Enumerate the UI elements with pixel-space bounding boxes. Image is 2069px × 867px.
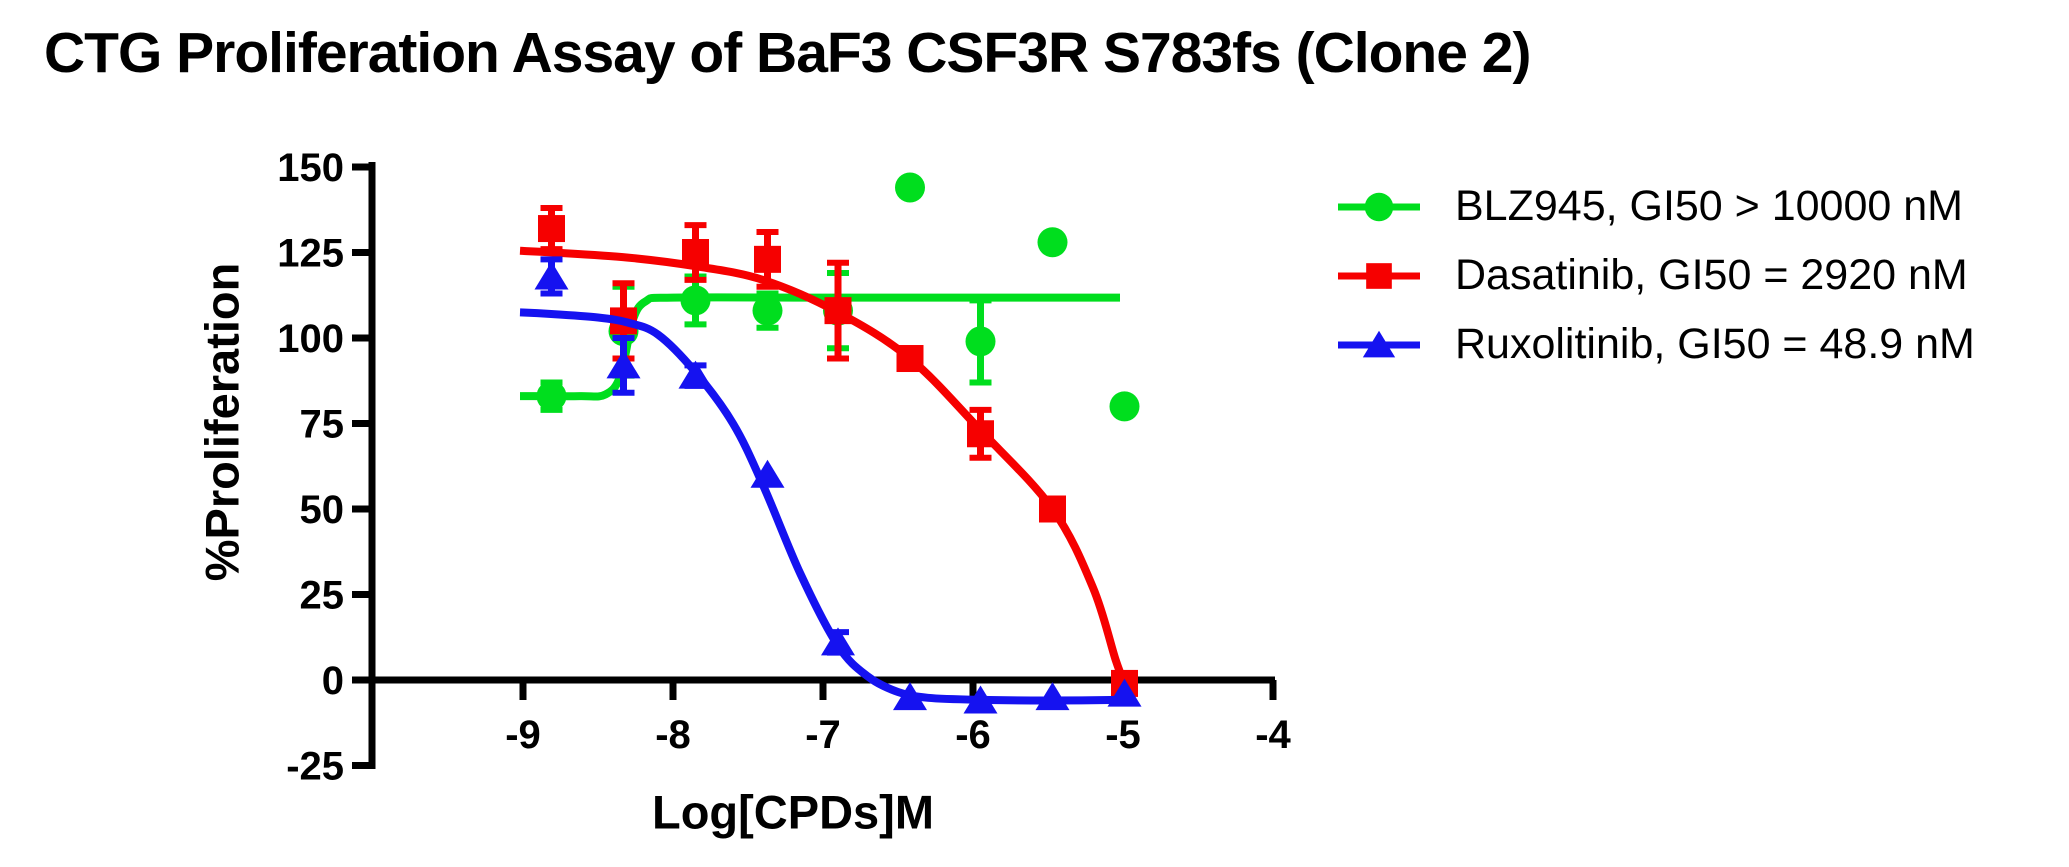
legend-marker-triangle-glyph bbox=[1338, 330, 1420, 357]
legend-marker-circle-icon bbox=[1335, 183, 1423, 231]
legend-marker-square-glyph bbox=[1338, 262, 1420, 289]
legend-marker-shape bbox=[1366, 262, 1392, 289]
x-tick-label: -6 bbox=[955, 713, 991, 757]
series-blz945-point bbox=[1037, 227, 1068, 258]
series-dasatinib-point bbox=[967, 420, 994, 448]
legend-label: Ruxolitinib, GI50 = 48.9 nM bbox=[1455, 320, 1975, 368]
y-tick-label: -25 bbox=[286, 745, 344, 789]
series-dasatinib-point bbox=[682, 239, 709, 266]
series-dasatinib-point bbox=[824, 297, 852, 325]
legend-marker-shape bbox=[1362, 330, 1396, 357]
legend-label: Dasatinib, GI50 = 2920 nM bbox=[1455, 251, 1968, 299]
series-dasatinib-fit-curve bbox=[519, 246, 1129, 685]
y-tick-label: 150 bbox=[277, 146, 344, 190]
x-tick-label: -7 bbox=[805, 713, 841, 757]
y-tick-label: 0 bbox=[322, 659, 344, 703]
legend-label: BLZ945, GI50 > 10000 nM bbox=[1455, 182, 1963, 230]
legend-marker-square-icon bbox=[1335, 252, 1423, 300]
series-blz945 bbox=[519, 172, 1140, 422]
legend-item-blz945: BLZ945, GI50 > 10000 nM bbox=[1335, 172, 1975, 241]
y-tick-label: 75 bbox=[300, 403, 345, 447]
y-tick-label: 125 bbox=[277, 232, 344, 276]
legend-marker bbox=[1338, 330, 1420, 357]
series-ruxolitinib-point bbox=[963, 685, 998, 714]
y-tick-label: 100 bbox=[277, 317, 344, 361]
series-ruxolitinib-point bbox=[893, 682, 927, 711]
x-tick-label: -9 bbox=[505, 713, 541, 757]
series-dasatinib-point bbox=[896, 345, 924, 373]
x-tick-label: -4 bbox=[1255, 713, 1291, 757]
series-dasatinib-point bbox=[538, 215, 565, 243]
legend-marker-triangle-icon bbox=[1335, 321, 1423, 369]
legend-item-ruxolitinib: Ruxolitinib, GI50 = 48.9 nM bbox=[1335, 310, 1975, 379]
series-ruxolitinib-fit-curve bbox=[519, 308, 1130, 705]
series-dasatinib-point bbox=[1039, 495, 1066, 523]
series-blz945-point bbox=[895, 172, 925, 203]
y-tick-label: 25 bbox=[300, 574, 345, 618]
series-ruxolitinib-point bbox=[678, 360, 713, 389]
series-ruxolitinib-point bbox=[821, 627, 855, 656]
x-axis-title: Log[CPDs]M bbox=[652, 785, 934, 839]
legend-marker bbox=[1338, 262, 1420, 289]
x-tick-label: -8 bbox=[655, 713, 691, 757]
chart-title: CTG Proliferation Assay of BaF3 CSF3R S7… bbox=[44, 21, 1531, 85]
series-dasatinib-point bbox=[754, 245, 781, 273]
series-ruxolitinib-point bbox=[534, 261, 569, 290]
x-tick-label: -5 bbox=[1105, 713, 1141, 757]
y-axis-title: %Proliferation bbox=[195, 262, 249, 582]
series-ruxolitinib-point bbox=[606, 350, 641, 379]
legend-item-dasatinib: Dasatinib, GI50 = 2920 nM bbox=[1335, 241, 1975, 310]
series-ruxolitinib bbox=[519, 256, 1142, 714]
legend: BLZ945, GI50 > 10000 nM Dasatinib, GI50 … bbox=[1335, 172, 1975, 379]
series-blz945-point bbox=[680, 285, 711, 316]
series-ruxolitinib-point bbox=[750, 459, 785, 488]
series-blz945-fit-curve bbox=[519, 293, 1120, 401]
legend-marker bbox=[1338, 192, 1420, 221]
legend-marker-shape bbox=[1364, 192, 1394, 221]
series-blz945-point bbox=[536, 381, 567, 412]
axes: 150 125 100 75 50 25 0 -25 -9 -8 -7 -6 -5 -4 bbox=[277, 146, 1291, 789]
series-blz945-point bbox=[752, 295, 783, 326]
series-ruxolitinib-point bbox=[1035, 682, 1070, 711]
series-blz945-point bbox=[965, 326, 996, 357]
series-ruxolitinib-point bbox=[1107, 678, 1142, 707]
y-tick-label: 50 bbox=[300, 488, 345, 532]
series-blz945-point bbox=[1109, 391, 1140, 422]
legend-marker-circle-glyph bbox=[1338, 192, 1420, 221]
